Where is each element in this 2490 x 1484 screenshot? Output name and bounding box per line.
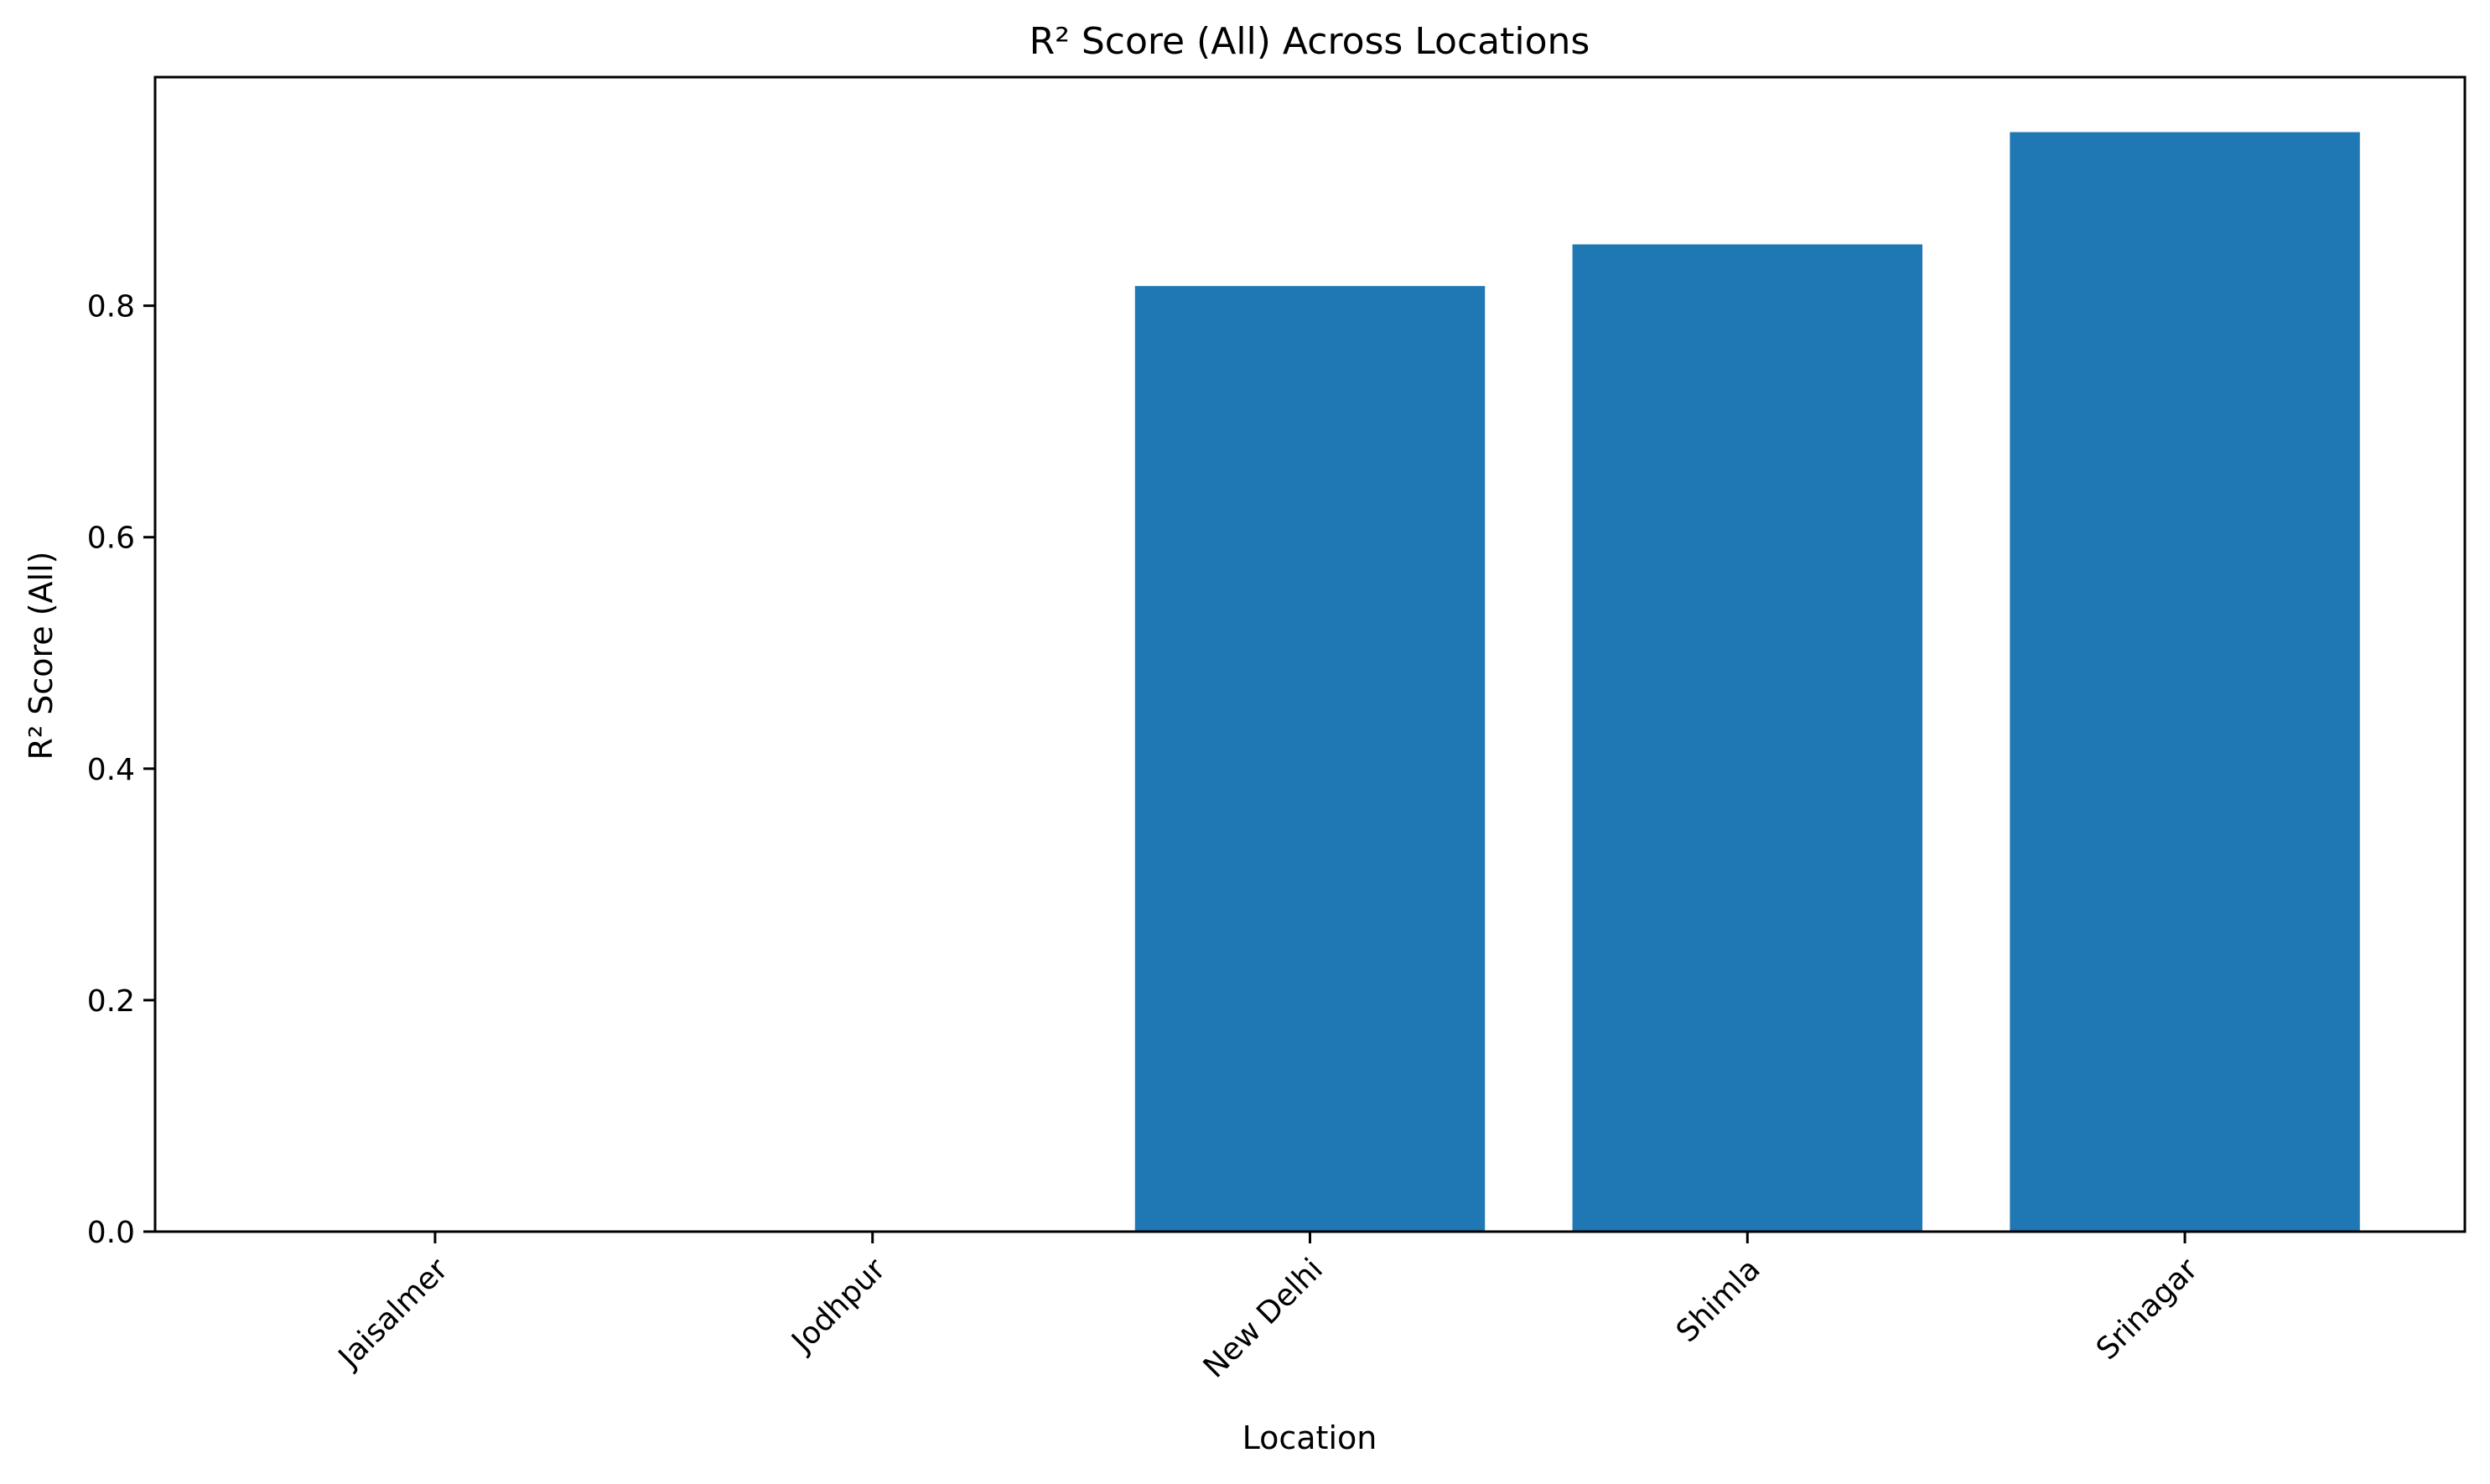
bars-group xyxy=(1134,132,2360,1232)
chart-title: R² Score (All) Across Locations xyxy=(1030,20,1590,63)
bar-new-delhi xyxy=(1134,286,1486,1232)
y-tick-label: 0.0 xyxy=(87,1216,135,1250)
x-axis-label: Location xyxy=(1242,1419,1377,1456)
bar-srinagar xyxy=(2010,132,2360,1232)
bar-shimla xyxy=(1572,244,1922,1232)
y-tick-label: 0.4 xyxy=(87,753,135,787)
y-tick-label: 0.8 xyxy=(87,290,135,324)
y-tick-label: 0.2 xyxy=(87,984,135,1019)
y-tick-label: 0.6 xyxy=(87,521,135,556)
y-axis-ticks: 0.0 0.2 0.4 0.6 0.8 xyxy=(87,290,155,1250)
plot-area-frame xyxy=(153,75,2467,1233)
y-axis-label: R² Score (All) xyxy=(23,552,60,760)
